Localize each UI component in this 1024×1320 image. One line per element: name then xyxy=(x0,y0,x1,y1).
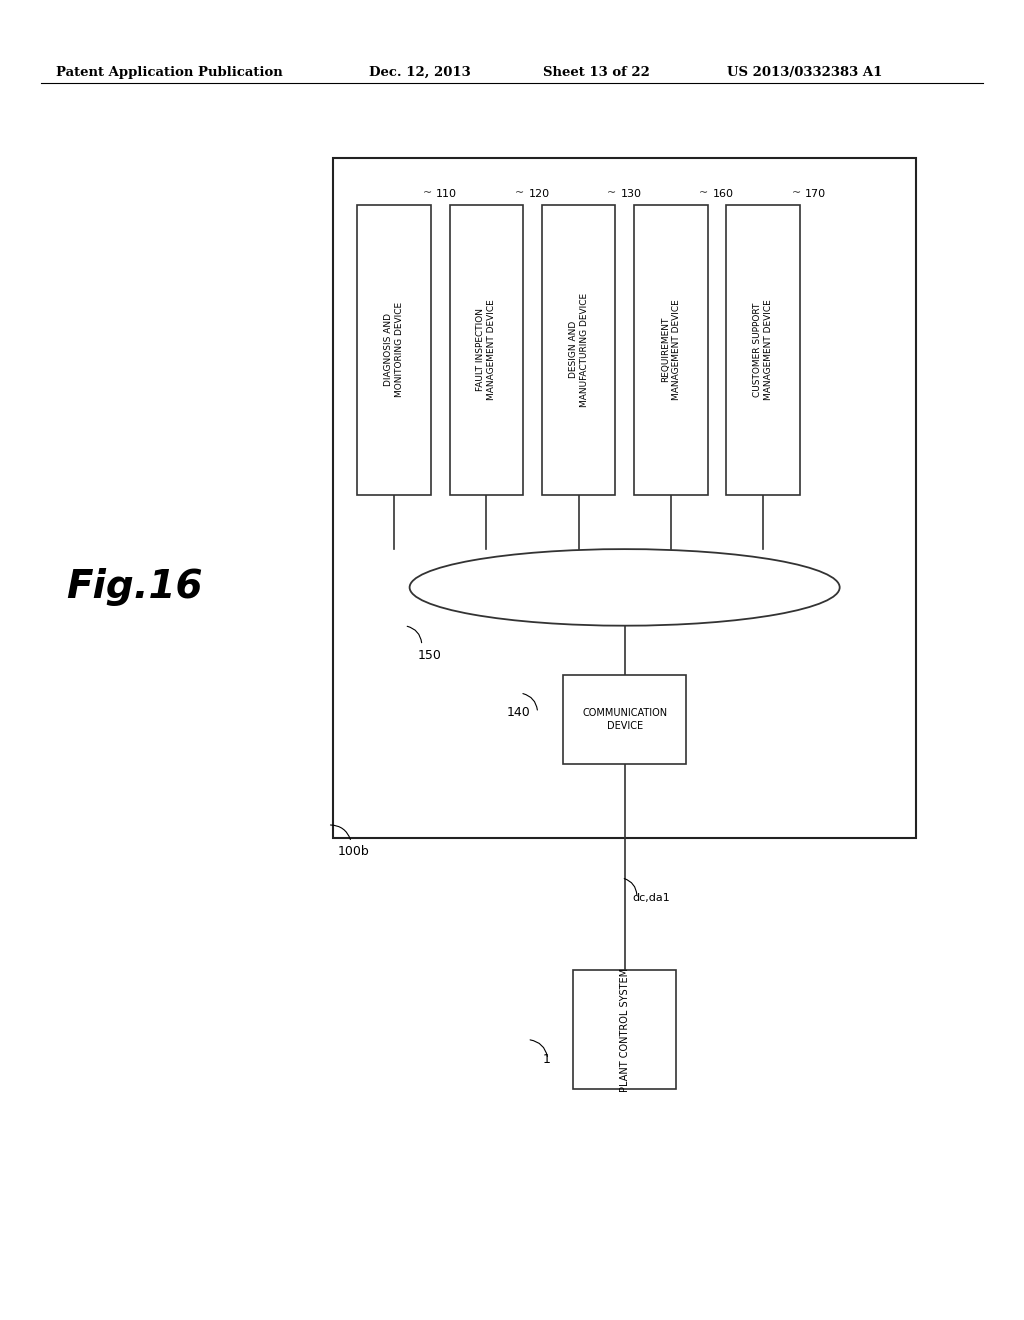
Text: ~: ~ xyxy=(607,187,616,198)
Text: COMMUNICATION
DEVICE: COMMUNICATION DEVICE xyxy=(582,709,668,730)
Text: 1: 1 xyxy=(543,1053,551,1065)
Text: Dec. 12, 2013: Dec. 12, 2013 xyxy=(369,66,470,79)
FancyBboxPatch shape xyxy=(357,205,431,495)
Text: 100b: 100b xyxy=(338,845,370,858)
Text: DESIGN AND
MANUFACTURING DEVICE: DESIGN AND MANUFACTURING DEVICE xyxy=(568,293,589,407)
Text: 150: 150 xyxy=(418,649,441,663)
FancyBboxPatch shape xyxy=(542,205,615,495)
Text: CUSTOMER SUPPORT
MANAGEMENT DEVICE: CUSTOMER SUPPORT MANAGEMENT DEVICE xyxy=(753,300,773,400)
Text: DIAGNOSIS AND
MONITORING DEVICE: DIAGNOSIS AND MONITORING DEVICE xyxy=(384,302,404,397)
Text: 160: 160 xyxy=(713,189,734,199)
FancyBboxPatch shape xyxy=(563,675,686,764)
Text: ~: ~ xyxy=(792,187,801,198)
Text: 130: 130 xyxy=(621,189,642,199)
Text: dc,da1: dc,da1 xyxy=(633,892,671,903)
Text: Sheet 13 of 22: Sheet 13 of 22 xyxy=(543,66,649,79)
FancyBboxPatch shape xyxy=(450,205,523,495)
Text: Patent Application Publication: Patent Application Publication xyxy=(56,66,283,79)
Text: 110: 110 xyxy=(436,189,458,199)
Text: 140: 140 xyxy=(507,706,530,719)
Text: 120: 120 xyxy=(528,189,550,199)
Ellipse shape xyxy=(410,549,840,626)
FancyBboxPatch shape xyxy=(634,205,708,495)
Text: ~: ~ xyxy=(423,187,432,198)
Text: ~: ~ xyxy=(699,187,709,198)
Text: Fig.16: Fig.16 xyxy=(67,569,203,606)
Text: REQUIREMENT
MANAGEMENT DEVICE: REQUIREMENT MANAGEMENT DEVICE xyxy=(660,300,681,400)
FancyBboxPatch shape xyxy=(726,205,800,495)
Text: 170: 170 xyxy=(805,189,826,199)
FancyBboxPatch shape xyxy=(573,970,676,1089)
Text: PLANT CONTROL SYSTEM: PLANT CONTROL SYSTEM xyxy=(620,968,630,1092)
FancyBboxPatch shape xyxy=(333,158,916,838)
Text: FAULT INSPECTION
MANAGEMENT DEVICE: FAULT INSPECTION MANAGEMENT DEVICE xyxy=(476,300,497,400)
Text: ~: ~ xyxy=(515,187,524,198)
Text: US 2013/0332383 A1: US 2013/0332383 A1 xyxy=(727,66,883,79)
